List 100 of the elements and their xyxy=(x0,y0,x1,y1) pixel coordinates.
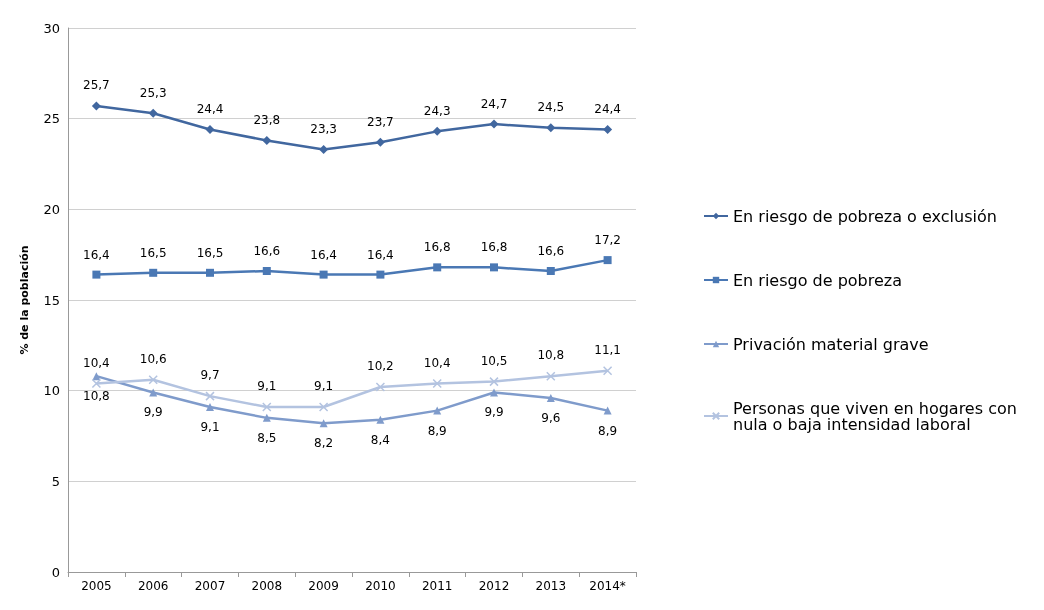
data-label: 10,5 xyxy=(480,353,508,368)
point xyxy=(148,375,158,385)
point xyxy=(91,378,102,389)
legend-label: En riesgo de pobreza xyxy=(733,270,903,290)
data-label: 24,4 xyxy=(594,102,621,117)
point xyxy=(92,270,101,279)
data-label: 10,2 xyxy=(367,359,394,374)
y-tick-label: 25 xyxy=(43,111,60,127)
point xyxy=(489,376,499,387)
data-label: 8,9 xyxy=(598,423,618,438)
data-label: 9,1 xyxy=(314,379,334,394)
point xyxy=(206,402,214,411)
data-label: 16,4 xyxy=(310,247,337,262)
point xyxy=(603,406,612,415)
point xyxy=(205,391,215,401)
x-tick-label: 2010 xyxy=(365,579,396,593)
data-label: 16,6 xyxy=(253,243,281,258)
point xyxy=(318,402,329,412)
point xyxy=(375,137,385,147)
x-tick-label: 2011 xyxy=(421,579,453,593)
y-tick-label: 0 xyxy=(51,564,60,580)
y-tick-label: 20 xyxy=(43,201,60,217)
legend-label: Privación material grave xyxy=(733,334,929,354)
point xyxy=(489,119,499,129)
point xyxy=(262,413,271,422)
data-label: 16,5 xyxy=(139,245,167,260)
data-label: 16,6 xyxy=(537,243,565,258)
data-label: 16,5 xyxy=(196,245,224,260)
point xyxy=(546,371,556,381)
y-tick-label: 10 xyxy=(43,383,60,399)
x-tick-label: 2006 xyxy=(137,579,169,593)
point xyxy=(603,125,613,135)
point xyxy=(490,388,498,397)
legend-label: En riesgo de pobreza o exclusión xyxy=(733,206,997,226)
point xyxy=(603,256,612,265)
data-label: 16,8 xyxy=(480,240,508,255)
point xyxy=(262,266,271,275)
point xyxy=(432,378,442,389)
data-label: 16,8 xyxy=(423,240,451,255)
data-label: 24,3 xyxy=(423,103,451,118)
legend-label: Personas que viven en hogares con nula o baja intensidad laboral xyxy=(733,398,1022,434)
point xyxy=(148,108,158,118)
data-label: 9,9 xyxy=(143,405,163,420)
y-tick-label: 15 xyxy=(43,292,60,308)
point xyxy=(319,144,329,154)
point xyxy=(546,393,555,402)
x-tick-label: 2008 xyxy=(251,579,283,593)
data-label: 16,4 xyxy=(367,247,394,262)
point xyxy=(319,270,328,279)
data-label: 10,8 xyxy=(537,348,565,363)
x-tick-label: 2013 xyxy=(535,579,567,593)
y-tick-label: 30 xyxy=(43,20,60,36)
data-label: 25,3 xyxy=(139,85,167,100)
data-label: 9,1 xyxy=(200,419,220,434)
data-label: 23,7 xyxy=(367,114,394,129)
data-label: 10,8 xyxy=(83,389,110,404)
data-label: 9,9 xyxy=(484,405,504,420)
point xyxy=(205,125,215,135)
point xyxy=(546,266,555,275)
data-label: 8,9 xyxy=(427,423,447,438)
x-tick-label: 2014* xyxy=(589,579,626,593)
data-label: 11,1 xyxy=(594,342,621,357)
point xyxy=(490,263,498,272)
x-tick-label: 2007 xyxy=(194,579,226,593)
y-tick-label: 5 xyxy=(51,473,60,489)
data-label: 8,5 xyxy=(257,430,277,445)
point xyxy=(91,101,101,111)
point xyxy=(546,123,556,133)
data-label: 24,5 xyxy=(537,100,565,115)
point xyxy=(376,415,385,424)
point xyxy=(149,268,158,277)
data-label: 23,3 xyxy=(310,121,337,136)
data-label: 24,4 xyxy=(196,102,224,117)
point xyxy=(602,365,613,376)
data-label: 23,8 xyxy=(253,112,281,127)
point xyxy=(375,382,386,392)
point xyxy=(433,406,442,415)
point xyxy=(432,126,442,136)
point xyxy=(262,402,272,412)
y-axis-title: % de la población xyxy=(18,245,31,355)
data-label: 9,1 xyxy=(257,379,277,394)
point xyxy=(376,270,385,279)
point xyxy=(92,372,101,381)
point xyxy=(262,135,272,145)
data-label: 9,6 xyxy=(541,410,561,425)
data-label: 8,4 xyxy=(370,432,390,447)
data-label: 25,7 xyxy=(83,78,110,93)
data-label: 17,2 xyxy=(594,233,621,248)
x-tick-label: 2005 xyxy=(81,579,112,593)
x-tick-label: 2012 xyxy=(478,579,510,593)
x-tick-label: 2009 xyxy=(308,579,339,593)
data-label: 16,4 xyxy=(83,247,110,262)
point xyxy=(433,263,442,272)
point xyxy=(319,419,328,428)
data-label: 8,2 xyxy=(314,436,334,451)
point xyxy=(206,268,214,277)
data-label: 10,4 xyxy=(423,355,451,370)
data-label: 10,4 xyxy=(83,355,110,370)
data-label: 9,7 xyxy=(200,368,220,383)
data-label: 24,7 xyxy=(480,96,508,111)
